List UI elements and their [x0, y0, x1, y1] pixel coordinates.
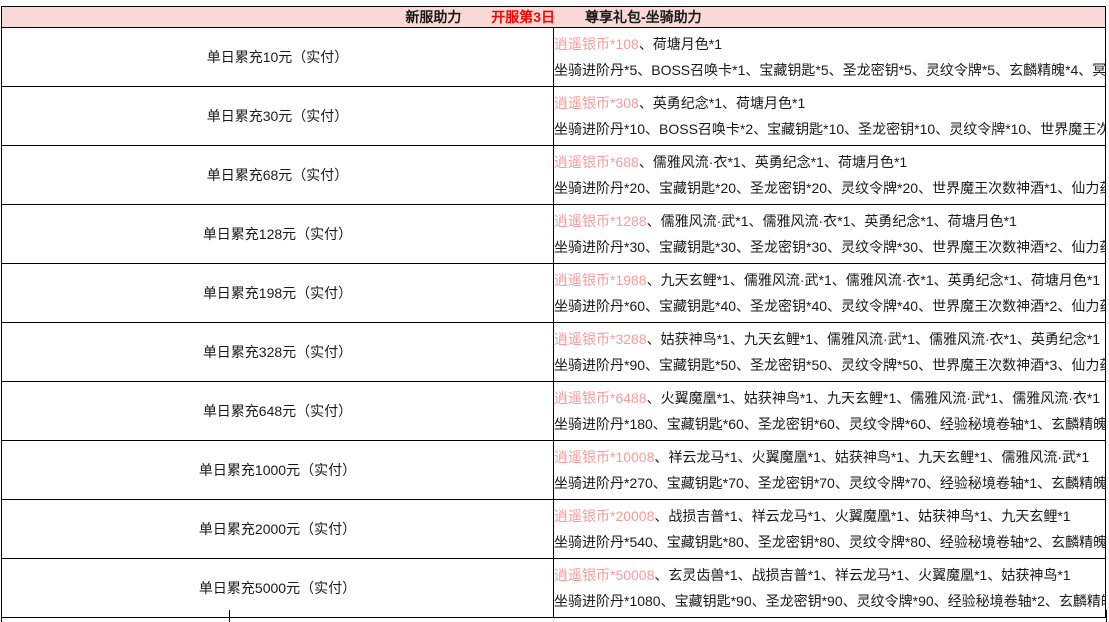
premium-reward-rest: 、九天玄鲤*1、儒雅风流·武*1、儒雅风流·衣*1、英勇纪念*1、荷塘月色*1: [646, 272, 1101, 288]
material-reward-line: 坐骑进阶丹*5、BOSS召唤卡*1、宝藏钥匙*5、圣龙密钥*5、灵纹令牌*5、玄…: [554, 62, 1105, 78]
table-row: 单日累充5000元（实付） 逍遥银币*50008、玄灵齿兽*1、战损吉普*1、祥…: [1, 558, 1106, 618]
premium-reward-rest: 、玄灵齿兽*1、战损吉普*1、祥云龙马*1、火翼魔凰*1、姑获神鸟*1: [654, 567, 1071, 583]
material-reward-line: 坐骑进阶丹*540、宝藏钥匙*80、圣龙密钥*80、灵纹令牌*80、经验秘境卷轴…: [554, 534, 1105, 550]
recharge-tier-label: 单日累充1000元（实付）: [1, 440, 554, 500]
material-reward-line: 坐骑进阶丹*20、宝藏钥匙*20、圣龙密钥*20、灵纹令牌*20、世界魔王次数神…: [554, 180, 1105, 196]
premium-reward-rest: 、儒雅风流·武*1、儒雅风流·衣*1、英勇纪念*1、荷塘月色*1: [646, 213, 1017, 229]
coin-reward-highlight: 逍遥银币*688: [554, 154, 639, 170]
recharge-reward-sheet: 新服助力 开服第3日 尊享礼包-坐骑助力 单日累充10元（实付） 逍遥银币*10…: [1, 6, 1106, 618]
table-row: 单日累充2000元（实付） 逍遥银币*20008、战损吉普*1、祥云龙马*1、火…: [1, 499, 1106, 559]
reward-items-cell: 逍遥银币*3288、姑获神鸟*1、九天玄鲤*1、儒雅风流·武*1、儒雅风流·衣*…: [553, 322, 1106, 382]
grid-line-stub: [229, 610, 230, 622]
recharge-tier-label: 单日累充30元（实付）: [1, 86, 554, 146]
material-reward-line: 坐骑进阶丹*270、宝藏钥匙*70、圣龙密钥*70、灵纹令牌*70、经验秘境卷轴…: [554, 475, 1105, 491]
table-row: 单日累充198元（实付） 逍遥银币*1988、九天玄鲤*1、儒雅风流·武*1、儒…: [1, 263, 1106, 323]
recharge-tier-label: 单日累充5000元（实付）: [1, 558, 554, 618]
table-title: 新服助力 开服第3日 尊享礼包-坐骑助力: [1, 6, 1106, 28]
coin-reward-highlight: 逍遥银币*1288: [554, 213, 647, 229]
table-row: 单日累充10元（实付） 逍遥银币*108、荷塘月色*1 坐骑进阶丹*5、BOSS…: [1, 27, 1106, 87]
table-row: 单日累充1000元（实付） 逍遥银币*10008、祥云龙马*1、火翼魔凰*1、姑…: [1, 440, 1106, 500]
reward-items-cell: 逍遥银币*1988、九天玄鲤*1、儒雅风流·武*1、儒雅风流·衣*1、英勇纪念*…: [553, 263, 1106, 323]
coin-reward-highlight: 逍遥银币*6488: [554, 390, 647, 406]
recharge-tier-label: 单日累充128元（实付）: [1, 204, 554, 264]
coin-reward-highlight: 逍遥银币*1988: [554, 272, 647, 288]
material-reward-line: 坐骑进阶丹*30、宝藏钥匙*30、圣龙密钥*30、灵纹令牌*30、世界魔王次数神…: [554, 239, 1105, 255]
coin-reward-highlight: 逍遥银币*108: [554, 36, 639, 52]
reward-items-cell: 逍遥银币*20008、战损吉普*1、祥云龙马*1、火翼魔凰*1、姑获神鸟*1、九…: [553, 499, 1106, 559]
recharge-reward-table: 新服助力 开服第3日 尊享礼包-坐骑助力 单日累充10元（实付） 逍遥银币*10…: [1, 6, 1106, 618]
table-row: 单日累充128元（实付） 逍遥银币*1288、儒雅风流·武*1、儒雅风流·衣*1…: [1, 204, 1106, 264]
reward-items-cell: 逍遥银币*6488、火翼魔凰*1、姑获神鸟*1、九天玄鲤*1、儒雅风流·武*1、…: [553, 381, 1106, 441]
material-reward-line: 坐骑进阶丹*180、宝藏钥匙*60、圣龙密钥*60、灵纹令牌*60、经验秘境卷轴…: [554, 416, 1105, 432]
reward-items-cell: 逍遥银币*50008、玄灵齿兽*1、战损吉普*1、祥云龙马*1、火翼魔凰*1、姑…: [553, 558, 1106, 618]
premium-reward-rest: 、英勇纪念*1、荷塘月色*1: [638, 95, 806, 111]
reward-items-cell: 逍遥银币*1288、儒雅风流·武*1、儒雅风流·衣*1、英勇纪念*1、荷塘月色*…: [553, 204, 1106, 264]
reward-items-cell: 逍遥银币*688、儒雅风流·衣*1、英勇纪念*1、荷塘月色*1 坐骑进阶丹*20…: [553, 145, 1106, 205]
premium-reward-line: 逍遥银币*50008、玄灵齿兽*1、战损吉普*1、祥云龙马*1、火翼魔凰*1、姑…: [554, 562, 1105, 588]
title-segment-day3: 开服第3日: [491, 9, 556, 25]
premium-reward-rest: 、战损吉普*1、祥云龙马*1、火翼魔凰*1、姑获神鸟*1、九天玄鲤*1: [654, 508, 1071, 524]
table-row: 单日累充68元（实付） 逍遥银币*688、儒雅风流·衣*1、英勇纪念*1、荷塘月…: [1, 145, 1106, 205]
reward-items-cell: 逍遥银币*308、英勇纪念*1、荷塘月色*1 坐骑进阶丹*10、BOSS召唤卡*…: [553, 86, 1106, 146]
premium-reward-line: 逍遥银币*3288、姑获神鸟*1、九天玄鲤*1、儒雅风流·武*1、儒雅风流·衣*…: [554, 326, 1105, 352]
coin-reward-highlight: 逍遥银币*10008: [554, 449, 655, 465]
recharge-tier-label: 单日累充328元（实付）: [1, 322, 554, 382]
table-row: 单日累充328元（实付） 逍遥银币*3288、姑获神鸟*1、九天玄鲤*1、儒雅风…: [1, 322, 1106, 382]
material-reward-line: 坐骑进阶丹*1080、宝藏钥匙*90、圣龙密钥*90、灵纹令牌*90、经验秘境卷…: [554, 593, 1105, 609]
coin-reward-highlight: 逍遥银币*20008: [554, 508, 655, 524]
table-row: 单日累充30元（实付） 逍遥银币*308、英勇纪念*1、荷塘月色*1 坐骑进阶丹…: [1, 86, 1106, 146]
recharge-tier-label: 单日累充68元（实付）: [1, 145, 554, 205]
material-reward-line: 坐骑进阶丹*90、宝藏钥匙*50、圣龙密钥*50、灵纹令牌*50、世界魔王次数神…: [554, 357, 1105, 373]
coin-reward-highlight: 逍遥银币*3288: [554, 331, 647, 347]
premium-reward-rest: 、祥云龙马*1、火翼魔凰*1、姑获神鸟*1、九天玄鲤*1、儒雅风流·武*1: [654, 449, 1090, 465]
grid-line-stub: [1, 610, 2, 622]
header-row: 新服助力 开服第3日 尊享礼包-坐骑助力: [1, 6, 1106, 28]
reward-items-cell: 逍遥银币*108、荷塘月色*1 坐骑进阶丹*5、BOSS召唤卡*1、宝藏钥匙*5…: [553, 27, 1106, 87]
premium-reward-line: 逍遥银币*6488、火翼魔凰*1、姑获神鸟*1、九天玄鲤*1、儒雅风流·武*1、…: [554, 385, 1105, 411]
material-reward-line: 坐骑进阶丹*10、BOSS召唤卡*2、宝藏钥匙*10、圣龙密钥*10、灵纹令牌*…: [554, 121, 1105, 137]
reward-items-cell: 逍遥银币*10008、祥云龙马*1、火翼魔凰*1、姑获神鸟*1、九天玄鲤*1、儒…: [553, 440, 1106, 500]
premium-reward-line: 逍遥银币*308、英勇纪念*1、荷塘月色*1: [554, 90, 1105, 116]
grid-line-stub: [1106, 610, 1107, 622]
premium-reward-line: 逍遥银币*688、儒雅风流·衣*1、英勇纪念*1、荷塘月色*1: [554, 149, 1105, 175]
coin-reward-highlight: 逍遥银币*308: [554, 95, 639, 111]
material-reward-line: 坐骑进阶丹*60、宝藏钥匙*40、圣龙密钥*40、灵纹令牌*40、世界魔王次数神…: [554, 298, 1105, 314]
recharge-tier-label: 单日累充648元（实付）: [1, 381, 554, 441]
coin-reward-highlight: 逍遥银币*50008: [554, 567, 655, 583]
recharge-tier-label: 单日累充10元（实付）: [1, 27, 554, 87]
title-segment-new-server: 新服助力: [405, 9, 462, 25]
premium-reward-rest: 、火翼魔凰*1、姑获神鸟*1、九天玄鲤*1、儒雅风流·武*1、儒雅风流·衣*1: [646, 390, 1101, 406]
premium-reward-rest: 、儒雅风流·衣*1、英勇纪念*1、荷塘月色*1: [638, 154, 908, 170]
recharge-tier-label: 单日累充2000元（实付）: [1, 499, 554, 559]
title-segment-gift-pack: 尊享礼包-坐骑助力: [584, 9, 702, 25]
premium-reward-line: 逍遥银币*10008、祥云龙马*1、火翼魔凰*1、姑获神鸟*1、九天玄鲤*1、儒…: [554, 444, 1105, 470]
premium-reward-rest: 、姑获神鸟*1、九天玄鲤*1、儒雅风流·武*1、儒雅风流·衣*1、英勇纪念*1: [646, 331, 1101, 347]
premium-reward-line: 逍遥银币*1288、儒雅风流·武*1、儒雅风流·衣*1、英勇纪念*1、荷塘月色*…: [554, 208, 1105, 234]
premium-reward-line: 逍遥银币*20008、战损吉普*1、祥云龙马*1、火翼魔凰*1、姑获神鸟*1、九…: [554, 503, 1105, 529]
premium-reward-line: 逍遥银币*1988、九天玄鲤*1、儒雅风流·武*1、儒雅风流·衣*1、英勇纪念*…: [554, 267, 1105, 293]
table-row: 单日累充648元（实付） 逍遥银币*6488、火翼魔凰*1、姑获神鸟*1、九天玄…: [1, 381, 1106, 441]
recharge-tier-label: 单日累充198元（实付）: [1, 263, 554, 323]
premium-reward-rest: 、荷塘月色*1: [638, 36, 723, 52]
premium-reward-line: 逍遥银币*108、荷塘月色*1: [554, 31, 1105, 57]
